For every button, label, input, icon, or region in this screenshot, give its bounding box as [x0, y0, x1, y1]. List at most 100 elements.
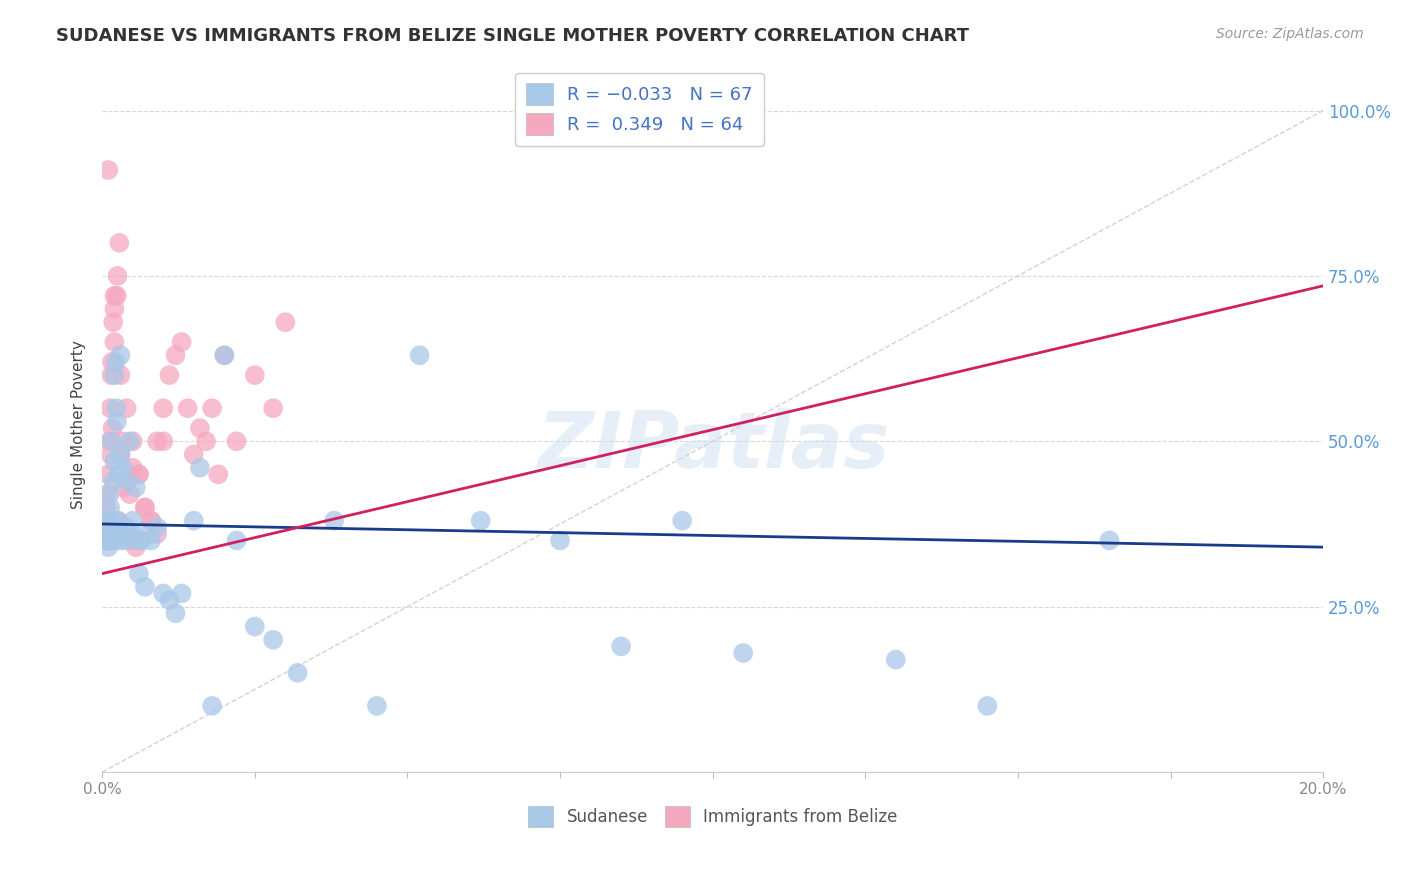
- Point: [103, 527, 125, 541]
- Point: [146, 527, 169, 541]
- Point: [128, 467, 150, 482]
- Point: [101, 421, 124, 435]
- Point: [1098, 533, 1121, 548]
- Point: [366, 698, 388, 713]
- Point: [107, 514, 129, 528]
- Point: [201, 401, 224, 416]
- Point: [96, 520, 118, 534]
- Point: [139, 514, 162, 528]
- Point: [104, 527, 127, 541]
- Point: [134, 500, 156, 515]
- Point: [97, 527, 120, 541]
- Text: SUDANESE VS IMMIGRANTS FROM BELIZE SINGLE MOTHER POVERTY CORRELATION CHART: SUDANESE VS IMMIGRANTS FROM BELIZE SINGL…: [56, 27, 969, 45]
- Point: [103, 315, 125, 329]
- Point: [207, 467, 229, 482]
- Point: [103, 334, 125, 349]
- Point: [100, 533, 122, 548]
- Point: [733, 646, 755, 660]
- Point: [101, 520, 124, 534]
- Point: [115, 520, 138, 534]
- Point: [97, 163, 120, 178]
- Point: [97, 527, 120, 541]
- Point: [225, 533, 247, 548]
- Point: [201, 698, 224, 713]
- Point: [262, 632, 284, 647]
- Point: [97, 533, 120, 548]
- Point: [118, 487, 141, 501]
- Point: [111, 527, 134, 541]
- Point: [152, 434, 174, 449]
- Point: [110, 348, 132, 362]
- Point: [101, 527, 124, 541]
- Point: [610, 640, 633, 654]
- Point: [128, 566, 150, 581]
- Point: [94, 514, 117, 528]
- Point: [157, 368, 180, 383]
- Point: [128, 467, 150, 482]
- Point: [97, 514, 120, 528]
- Point: [671, 514, 693, 528]
- Point: [94, 533, 117, 548]
- Y-axis label: Single Mother Poverty: Single Mother Poverty: [72, 341, 86, 509]
- Point: [98, 434, 121, 449]
- Point: [97, 540, 120, 554]
- Point: [139, 514, 162, 528]
- Point: [98, 487, 121, 501]
- Point: [408, 348, 430, 362]
- Point: [134, 580, 156, 594]
- Point: [183, 514, 205, 528]
- Point: [103, 368, 125, 383]
- Point: [100, 368, 122, 383]
- Point: [152, 586, 174, 600]
- Text: Source: ZipAtlas.com: Source: ZipAtlas.com: [1216, 27, 1364, 41]
- Point: [243, 619, 266, 633]
- Point: [323, 514, 346, 528]
- Point: [107, 268, 129, 283]
- Point: [110, 527, 132, 541]
- Point: [105, 289, 128, 303]
- Point: [183, 448, 205, 462]
- Point: [121, 460, 143, 475]
- Point: [107, 527, 129, 541]
- Point: [98, 500, 121, 515]
- Point: [115, 474, 138, 488]
- Point: [100, 514, 122, 528]
- Point: [112, 481, 135, 495]
- Point: [176, 401, 198, 416]
- Point: [157, 593, 180, 607]
- Point: [98, 401, 121, 416]
- Point: [97, 514, 120, 528]
- Point: [225, 434, 247, 449]
- Point: [188, 460, 211, 475]
- Point: [170, 334, 193, 349]
- Point: [121, 533, 143, 548]
- Point: [152, 401, 174, 416]
- Point: [976, 698, 998, 713]
- Point: [214, 348, 236, 362]
- Point: [112, 520, 135, 534]
- Point: [170, 586, 193, 600]
- Point: [117, 527, 139, 541]
- Point: [125, 540, 148, 554]
- Point: [101, 355, 124, 369]
- Point: [243, 368, 266, 383]
- Legend: Sudanese, Immigrants from Belize: Sudanese, Immigrants from Belize: [522, 799, 904, 833]
- Point: [548, 533, 571, 548]
- Point: [128, 533, 150, 548]
- Point: [100, 448, 122, 462]
- Point: [165, 348, 187, 362]
- Point: [94, 527, 117, 541]
- Point: [134, 500, 156, 515]
- Point: [214, 348, 236, 362]
- Point: [115, 533, 138, 548]
- Point: [121, 514, 143, 528]
- Point: [121, 434, 143, 449]
- Point: [96, 487, 118, 501]
- Point: [195, 434, 218, 449]
- Point: [121, 527, 143, 541]
- Text: ZIPatlas: ZIPatlas: [537, 408, 889, 483]
- Point: [104, 355, 127, 369]
- Point: [139, 533, 162, 548]
- Point: [103, 533, 125, 548]
- Point: [103, 454, 125, 468]
